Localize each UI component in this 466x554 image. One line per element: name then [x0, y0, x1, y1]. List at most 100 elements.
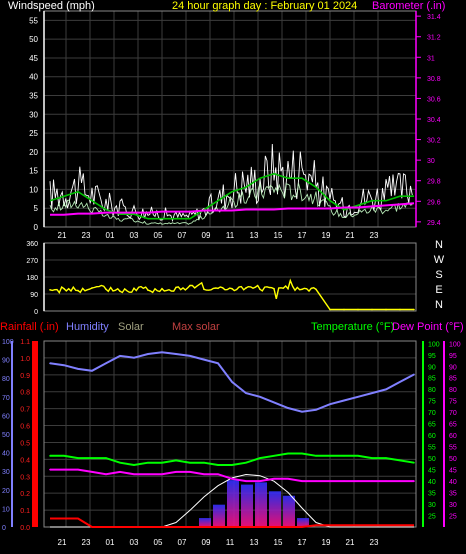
- rain-tick-label: 0.5: [20, 440, 30, 447]
- dew-point-point: [231, 477, 233, 480]
- wind-tick-label: 20: [29, 148, 38, 157]
- temperature-point: [399, 459, 401, 462]
- compass-label: S: [435, 269, 442, 281]
- solar-bar: [297, 518, 309, 527]
- temp-tick-label: 35: [428, 491, 436, 498]
- wind-direction-point: [259, 288, 261, 291]
- humidity-point: [119, 355, 121, 357]
- temperature-point: [91, 457, 93, 459]
- wind-direction-point: [49, 289, 51, 291]
- rain-tick-label: 0.3: [20, 474, 30, 481]
- solar-bar: [241, 484, 253, 527]
- legend-solar: Solar: [118, 321, 144, 333]
- time-tick-label: 01: [106, 538, 115, 547]
- wind-direction-point: [245, 287, 247, 289]
- solar-bar: [213, 504, 225, 527]
- dew-point-point: [357, 480, 359, 482]
- wind-direction-point: [385, 308, 387, 311]
- temperature-point: [147, 461, 149, 464]
- time-tick-label: 17: [298, 538, 307, 547]
- solar-bar: [227, 480, 239, 527]
- humidity-point: [329, 403, 331, 406]
- humidity-point: [371, 392, 373, 394]
- temp-tick-label: 80: [428, 387, 436, 394]
- wind-axis-title: Windspeed (mph): [8, 0, 95, 12]
- wind-direction-point: [119, 290, 121, 292]
- wind-direction-point: [105, 288, 107, 291]
- rain-tick-label: 0.2: [20, 491, 30, 498]
- solar-bar: [269, 491, 281, 527]
- dew-point-point: [385, 480, 387, 482]
- baro-tick-label: 30.8: [427, 76, 441, 83]
- temperature-point: [301, 452, 303, 455]
- dew-point-point: [217, 473, 219, 475]
- rain-tick-label: 0.0: [20, 525, 30, 532]
- time-tick-label: 01: [106, 231, 115, 240]
- temperature-point: [49, 455, 51, 457]
- temperature-point: [119, 461, 121, 464]
- time-tick-label: 21: [58, 231, 67, 240]
- time-tick-label: 23: [82, 538, 91, 547]
- wind-direction-point: [175, 286, 177, 289]
- dew-point-point: [105, 473, 107, 475]
- wind-direction-point: [301, 288, 303, 291]
- wind-direction-point: [147, 289, 149, 292]
- time-tick-label: 03: [130, 538, 139, 547]
- direction-tick-label: 180: [26, 275, 38, 282]
- wind-lull-line: [49, 183, 413, 225]
- dew-point-point: [287, 477, 289, 480]
- rain-tick-label: 0.6: [20, 424, 30, 431]
- wind-direction-point: [161, 287, 163, 290]
- humidity-point: [133, 356, 135, 359]
- wind-tick-label: 50: [29, 35, 38, 44]
- wind-tick-label: 0: [34, 223, 39, 232]
- wind-tick-label: 40: [29, 73, 38, 82]
- baro-tick-label: 31.4: [427, 14, 441, 21]
- solar-bar: [199, 518, 211, 527]
- dew-point-point: [329, 480, 331, 482]
- dew-point-point: [189, 471, 191, 473]
- wind-direction-point: [231, 287, 233, 290]
- humidity-tick-label: 70: [2, 395, 10, 402]
- dew-point-point: [119, 471, 121, 473]
- wind-direction-point: [357, 308, 359, 311]
- humidity-tick-label: 100: [2, 339, 14, 346]
- rain-tick-label: 1.1: [20, 339, 30, 346]
- temperature-point: [259, 457, 261, 459]
- wind-direction-point: [133, 287, 135, 290]
- solar-bar: [283, 495, 295, 527]
- time-tick-label: 05: [154, 538, 163, 547]
- temperature-point: [203, 461, 205, 464]
- wind-direction-point: [203, 288, 205, 291]
- humidity-point: [49, 362, 51, 365]
- wind-tick-label: 45: [29, 54, 38, 63]
- time-tick-label: 19: [322, 231, 331, 240]
- temperature-point: [315, 455, 317, 457]
- wind-tick-label: 25: [29, 129, 38, 138]
- wind-direction-point: [91, 287, 93, 289]
- wind-direction-point: [343, 308, 345, 311]
- dew-point-point: [203, 473, 205, 475]
- time-tick-label: 21: [346, 231, 355, 240]
- dew-point-point: [399, 480, 401, 482]
- temp-tick-label: 65: [428, 422, 436, 429]
- time-tick-label: 15: [274, 231, 283, 240]
- dew-point-point: [245, 480, 247, 482]
- wind-direction-point: [413, 308, 415, 311]
- time-tick-label: 21: [346, 538, 355, 547]
- humidity-point: [175, 353, 177, 355]
- time-tick-label: 13: [250, 231, 259, 240]
- baro-tick-label: 30.4: [427, 117, 441, 124]
- temperature-point: [385, 457, 387, 459]
- dew-tick-label: 65: [449, 422, 457, 429]
- temperature-point: [371, 457, 373, 459]
- temp-tick-label: 75: [428, 399, 436, 406]
- humidity-point: [147, 353, 149, 355]
- temperature-point: [343, 455, 345, 457]
- humidity-point: [217, 362, 219, 365]
- temp-tick-label: 95: [428, 353, 436, 360]
- wind-direction-point: [273, 287, 275, 290]
- time-tick-label: 05: [154, 231, 163, 240]
- dew-point-point: [301, 480, 303, 482]
